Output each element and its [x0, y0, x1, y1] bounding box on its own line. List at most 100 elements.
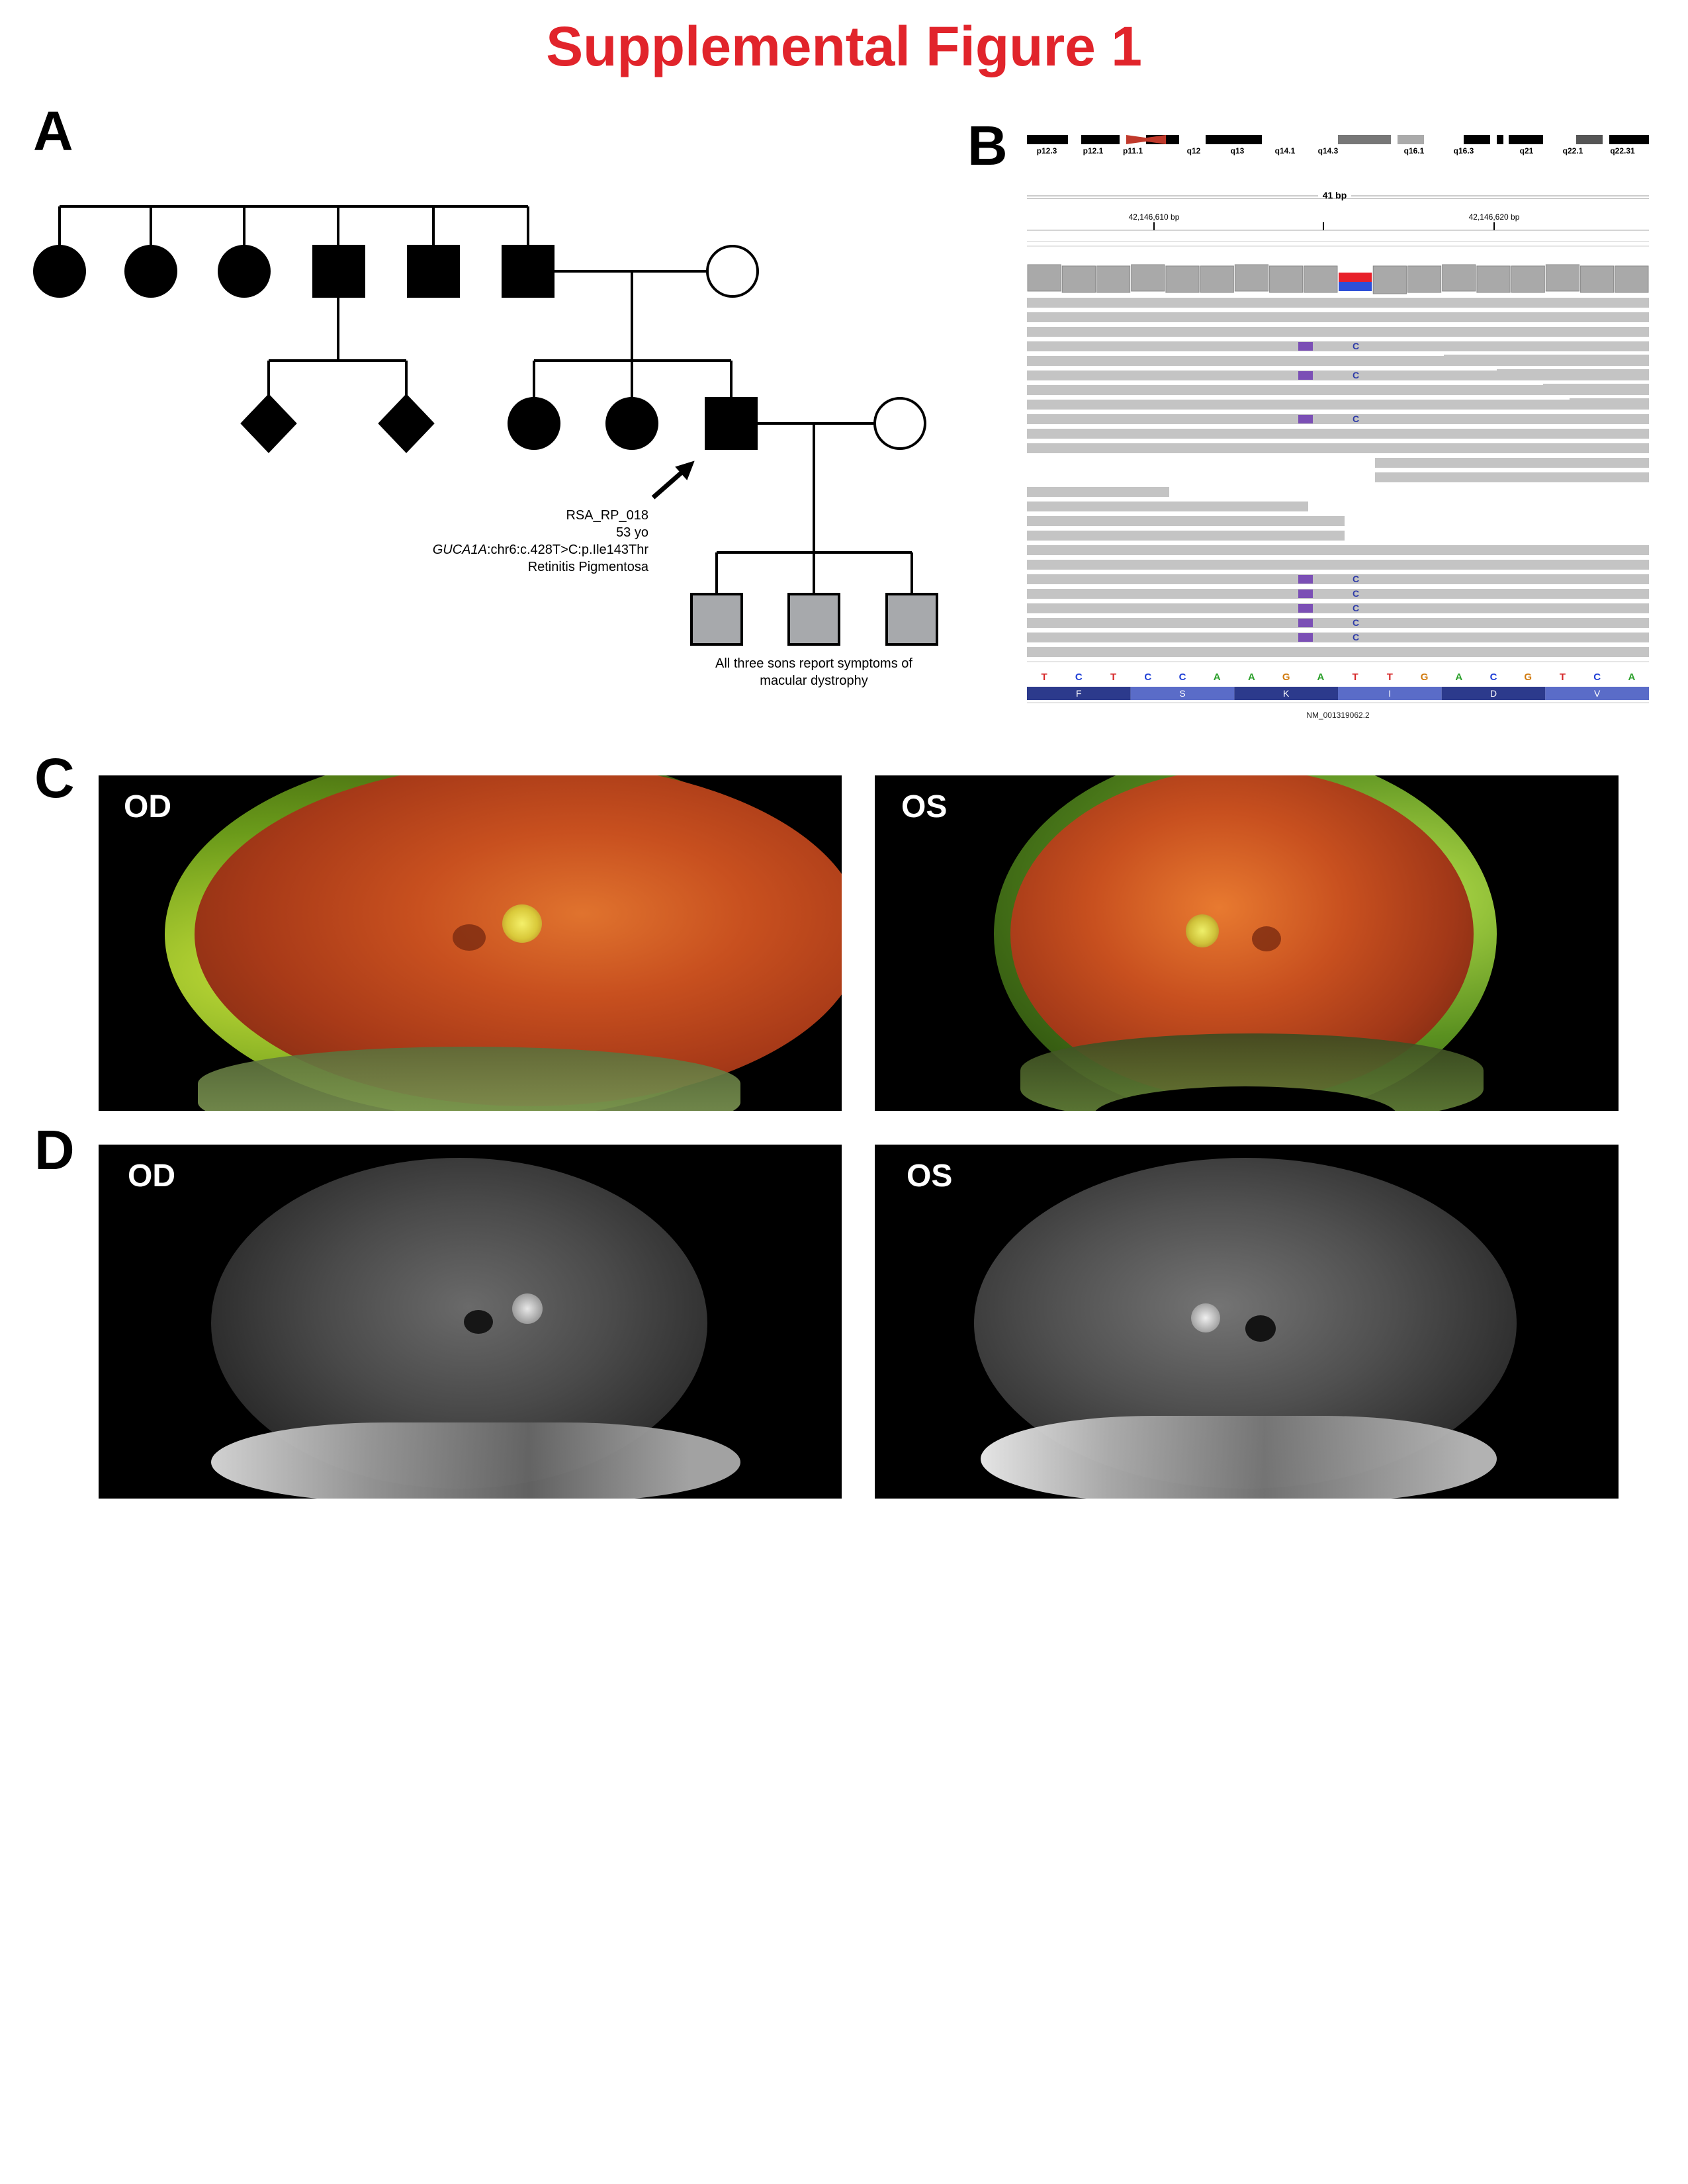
proband-age: 53 yo: [616, 525, 648, 540]
sequence-read: [1027, 312, 1649, 322]
sequence-base: A: [1628, 672, 1635, 683]
unaffected-spouse-2: [873, 397, 926, 450]
coverage-bar: [1027, 264, 1061, 292]
ideogram-band-label: q16.1: [1404, 146, 1425, 155]
fundus-photo-od: OD: [99, 775, 842, 1111]
coverage-bar: [1442, 264, 1476, 292]
sequence-read: [1027, 429, 1649, 439]
sequence-read: [1027, 487, 1169, 497]
sequence-base: A: [1214, 672, 1221, 683]
amino-acid-block: [1338, 687, 1442, 700]
sequence-read: [1444, 355, 1649, 365]
affected-female-5: [605, 397, 658, 450]
sequence-read: [1027, 414, 1649, 424]
angio-os-optic-disc: [1191, 1303, 1220, 1332]
fundus-od-macula: [453, 924, 486, 951]
igv-coord-right: 42,146,620 bp: [1469, 212, 1520, 222]
amino-acid-label: S: [1179, 688, 1185, 699]
sequence-read: [1543, 384, 1649, 394]
sequence-base: C: [1593, 672, 1601, 683]
sequence-read: [1027, 298, 1649, 308]
sequence-base: A: [1455, 672, 1462, 683]
ideogram-band-label: q16.3: [1454, 146, 1474, 155]
panel-label-c: C: [34, 747, 75, 809]
ideogram-band-label: q14.3: [1318, 146, 1339, 155]
sequence-read: [1375, 458, 1649, 468]
insertion-marker: [1298, 371, 1313, 380]
sequence-base: T: [1110, 672, 1116, 683]
amino-acid-label: K: [1283, 688, 1290, 699]
son-3: [885, 593, 938, 646]
sequence-read: [1027, 327, 1649, 337]
ideogram-band-label: q21: [1520, 146, 1534, 155]
read-variant-base: C: [1353, 588, 1359, 599]
sequence-base: C: [1075, 672, 1083, 683]
coverage-bar: [1511, 265, 1545, 293]
read-variant-base: C: [1353, 632, 1359, 642]
sequence-read: [1027, 545, 1649, 555]
ideogram-band-label: q22.31: [1610, 146, 1635, 155]
amino-acid-block: [1441, 687, 1546, 700]
coverage-bar: [1407, 265, 1442, 293]
angio-od-macula: [464, 1310, 493, 1334]
coverage-bar: [1165, 265, 1200, 293]
fundus-os-label: OS: [901, 789, 948, 824]
read-variant-base: C: [1353, 603, 1359, 613]
ideogram-band-label: p12.1: [1083, 146, 1104, 155]
amino-acid-block: [1130, 687, 1235, 700]
ideogram-band-label: p11.1: [1123, 146, 1143, 155]
coverage-bar: [1545, 264, 1580, 292]
sons-note-line-2: macular dystrophy: [760, 674, 868, 688]
affected-female-1: [33, 245, 86, 298]
coverage-bar: [1200, 265, 1234, 293]
sequence-base: C: [1490, 672, 1497, 683]
angio-od-label: OD: [128, 1158, 175, 1194]
sequence-read: [1570, 398, 1649, 408]
fundus-od-label: OD: [124, 789, 171, 824]
proband-id: RSA_RP_018: [566, 508, 648, 523]
sequence-read: [1027, 400, 1649, 410]
affected-unknown-sex-1: [240, 394, 297, 453]
gene-name: GUCA1A: [432, 543, 487, 557]
sequence-base: C: [1179, 672, 1186, 683]
angiogram-od: OD: [99, 1145, 842, 1499]
figure-title: Supplemental Figure 1: [546, 15, 1142, 77]
coverage-bar: [1096, 265, 1131, 293]
affected-male-1: [312, 245, 365, 298]
sequence-base: T: [1353, 672, 1358, 683]
insertion-marker: [1298, 619, 1313, 627]
sons-note: All three sons report symptoms of macula…: [682, 655, 946, 689]
sequence-base: G: [1282, 672, 1290, 683]
sequence-base: C: [1144, 672, 1151, 683]
insertion-marker: [1298, 604, 1313, 613]
coverage-bar-variant-ref: [1339, 273, 1372, 282]
sequence-read: [1027, 574, 1649, 584]
affected-unknown-sex-2: [378, 394, 435, 453]
affected-female-3: [218, 245, 271, 298]
amino-acid-block: [1027, 687, 1131, 700]
insertion-marker: [1298, 415, 1313, 423]
affected-female-4: [508, 397, 560, 450]
sequence-read: [1027, 618, 1649, 628]
insertion-marker: [1298, 590, 1313, 598]
amino-acid-label: V: [1594, 688, 1601, 699]
sequence-read: [1497, 369, 1649, 379]
panel-label-b: B: [967, 114, 1008, 177]
panel-label-a: A: [33, 100, 73, 162]
read-variant-base: C: [1353, 414, 1359, 424]
son-2: [787, 593, 840, 646]
coverage-bar: [1131, 264, 1165, 292]
amino-acid-label: I: [1388, 688, 1391, 699]
coverage-bar: [1061, 265, 1096, 293]
coverage-bar: [1615, 265, 1649, 293]
coverage-bar: [1476, 265, 1511, 293]
fundus-od-lower-eyelid: [198, 1047, 740, 1111]
proband-arrow: [651, 460, 695, 500]
coverage-bar: [1580, 265, 1615, 293]
sequence-read: [1027, 502, 1308, 511]
fundus-photo-os: OS: [875, 775, 1619, 1111]
son-1: [690, 593, 743, 646]
angio-os-lower-bright: [981, 1416, 1497, 1499]
amino-acid-block: [1234, 687, 1338, 700]
read-variant-base: C: [1353, 574, 1359, 584]
